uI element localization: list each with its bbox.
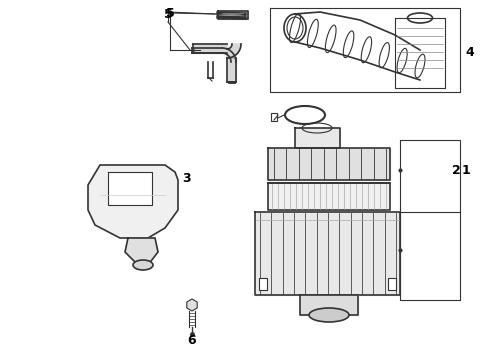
Ellipse shape [309, 308, 349, 322]
Polygon shape [193, 44, 227, 53]
Polygon shape [227, 58, 236, 82]
Polygon shape [255, 212, 400, 295]
Text: 2: 2 [452, 163, 461, 176]
Text: 3: 3 [182, 171, 191, 185]
Polygon shape [300, 295, 358, 315]
Polygon shape [268, 183, 390, 210]
Ellipse shape [133, 260, 153, 270]
Text: 1: 1 [462, 163, 471, 176]
Polygon shape [268, 148, 390, 180]
Bar [388, 278, 396, 290]
Text: 5: 5 [166, 7, 174, 20]
Polygon shape [218, 11, 248, 19]
Polygon shape [295, 128, 340, 148]
Text: 4: 4 [465, 45, 474, 59]
Polygon shape [125, 238, 158, 265]
Text: 6: 6 [188, 333, 196, 346]
Bar [271, 113, 277, 121]
Text: 5: 5 [164, 8, 172, 21]
Polygon shape [227, 44, 241, 58]
Polygon shape [88, 165, 178, 238]
Polygon shape [108, 172, 152, 205]
Polygon shape [187, 299, 197, 311]
Bar [259, 278, 267, 290]
